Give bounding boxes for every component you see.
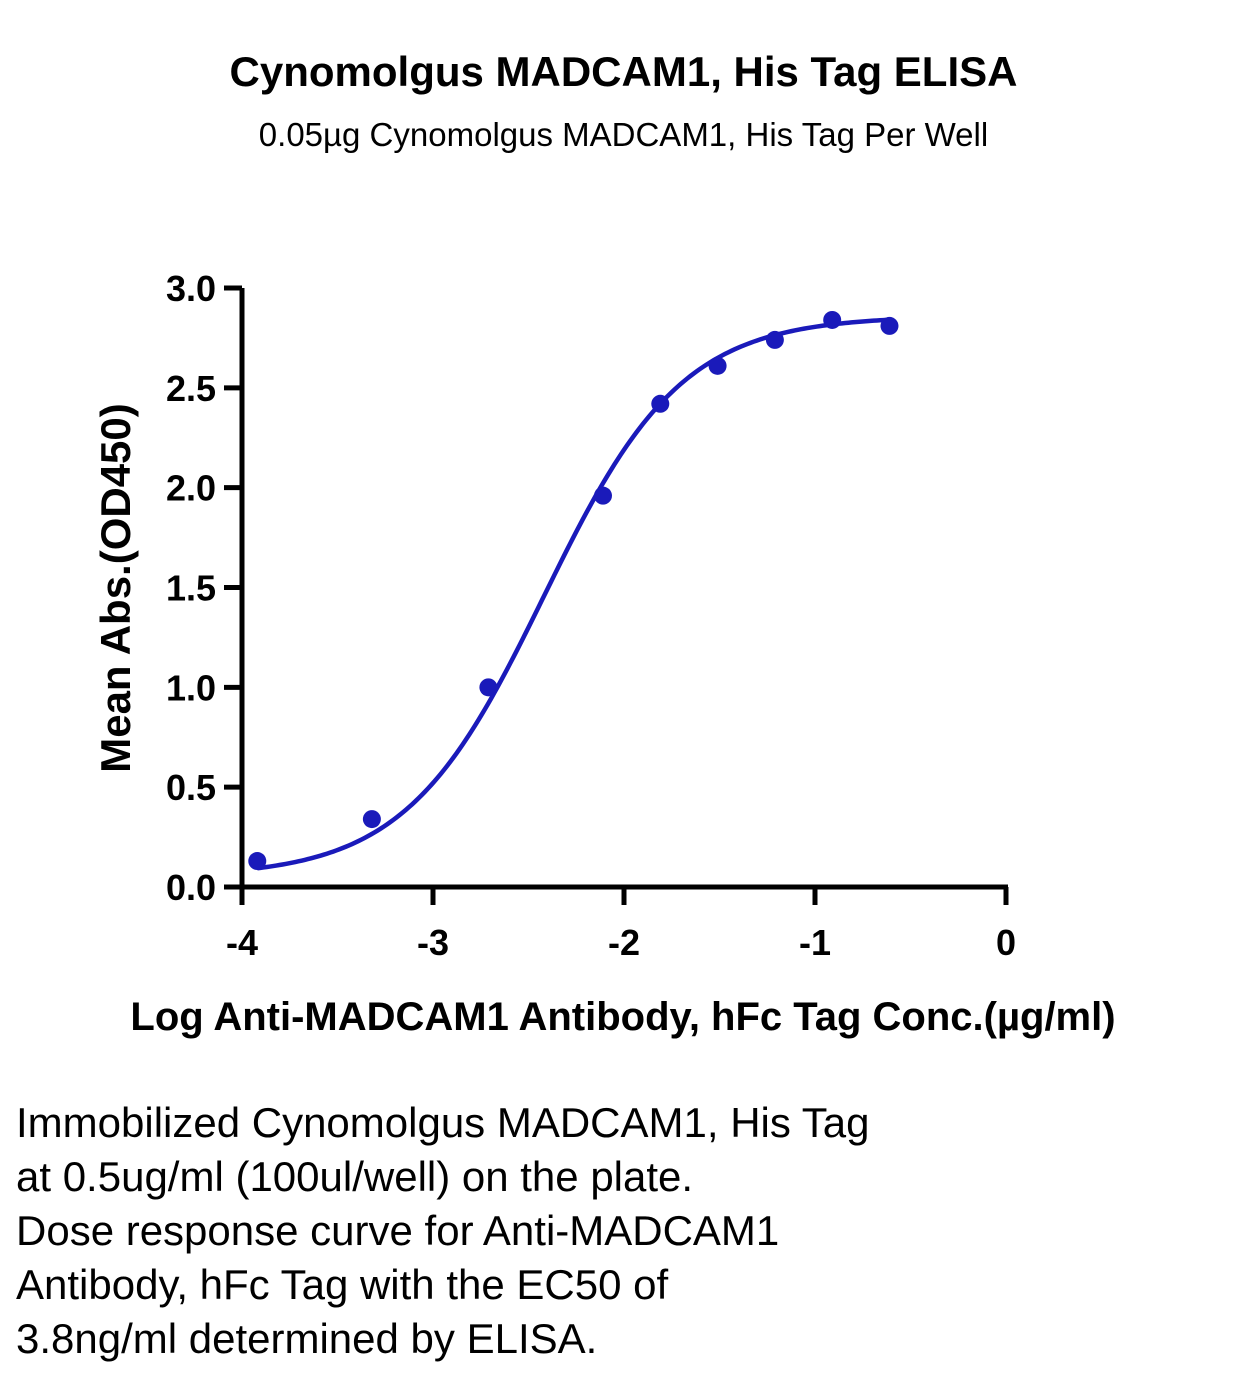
caption-line: Immobilized Cynomolgus MADCAM1, His Tag	[16, 1099, 870, 1146]
data-point	[765, 330, 784, 349]
axes: 0.0 0.5 1.0 1.5 2.0 2.5 3.0 -4 -3 -2 -1 0	[166, 268, 1016, 963]
y-tick-label: 1.0	[166, 667, 216, 708]
caption-line: 3.8ng/ml determined by ELISA.	[16, 1315, 598, 1362]
data-point	[823, 310, 842, 329]
x-tick-label: -2	[608, 922, 640, 963]
chart-subtitle: 0.05µg Cynomolgus MADCAM1, His Tag Per W…	[258, 116, 989, 153]
y-tick-label: 3.0	[166, 268, 216, 309]
y-tick-label: 2.5	[166, 368, 216, 409]
chart-title: Cynomolgus MADCAM1, His Tag ELISA	[229, 48, 1018, 95]
caption-line: Antibody, hFc Tag with the EC50 of	[16, 1261, 669, 1308]
data-point	[479, 678, 498, 697]
x-tick-label: 0	[996, 922, 1016, 963]
data-point	[593, 486, 612, 505]
data-point	[248, 852, 267, 871]
y-tick-label: 2.0	[166, 468, 216, 509]
caption: Immobilized Cynomolgus MADCAM1, His Tag …	[16, 1096, 1226, 1366]
data-points	[248, 310, 899, 871]
x-axis-label: Log Anti-MADCAM1 Antibody, hFc Tag Conc.…	[130, 995, 1115, 1039]
data-point	[708, 356, 727, 375]
y-axis-label: Mean Abs.(OD450)	[92, 403, 139, 773]
data-point	[880, 316, 899, 335]
caption-line: at 0.5ug/ml (100ul/well) on the plate.	[16, 1153, 694, 1200]
x-tick-label: -1	[799, 922, 831, 963]
y-tick-label: 0.5	[166, 767, 216, 808]
y-tick-label: 0.0	[166, 867, 216, 908]
elisa-chart: 0.0 0.5 1.0 1.5 2.0 2.5 3.0 -4 -3 -2 -1 0 Mean Abs.…	[92, 268, 1116, 1039]
x-tick-label: -4	[226, 922, 258, 963]
caption-line: Dose response curve for Anti-MADCAM1	[16, 1207, 780, 1254]
fit-curve	[256, 317, 890, 871]
y-tick-label: 1.5	[166, 568, 216, 609]
x-tick-label: -3	[417, 922, 449, 963]
fit-curve-layer	[256, 317, 890, 871]
data-point	[362, 810, 381, 829]
data-point	[651, 394, 670, 413]
